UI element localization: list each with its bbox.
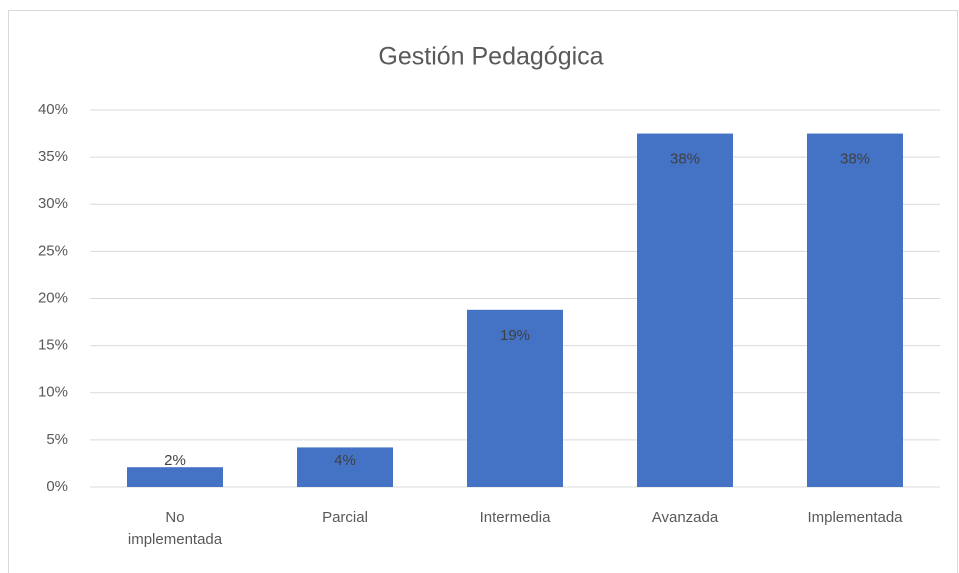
y-tick-label: 20% — [38, 289, 68, 306]
bar — [807, 133, 903, 487]
y-tick-label: 25% — [38, 242, 68, 259]
data-label: 38% — [840, 151, 870, 168]
data-label: 2% — [164, 452, 186, 469]
x-tick-label: Implementada — [807, 509, 903, 526]
bar — [637, 133, 733, 487]
y-tick-label: 30% — [38, 195, 68, 212]
bar — [297, 447, 393, 487]
x-tick-label: Intermedia — [479, 509, 551, 526]
x-tick-label: No implementada — [127, 509, 223, 548]
y-tick-label: 15% — [38, 337, 68, 354]
y-tick-label: 0% — [46, 478, 68, 495]
y-tick-label: 10% — [38, 384, 68, 401]
x-tick-label: Avanzada — [651, 509, 719, 526]
bar — [127, 467, 223, 487]
data-label: 38% — [670, 151, 700, 168]
chart-title: Gestión Pedagógica — [378, 43, 603, 71]
x-tick-label: Parcial — [322, 509, 368, 526]
y-tick-label: 35% — [38, 148, 68, 165]
chart-border — [8, 10, 958, 573]
y-tick-label: 5% — [46, 431, 68, 448]
y-tick-label: 40% — [38, 101, 68, 118]
data-label: 19% — [500, 327, 530, 344]
bar — [467, 309, 563, 487]
data-label: 4% — [334, 452, 356, 469]
